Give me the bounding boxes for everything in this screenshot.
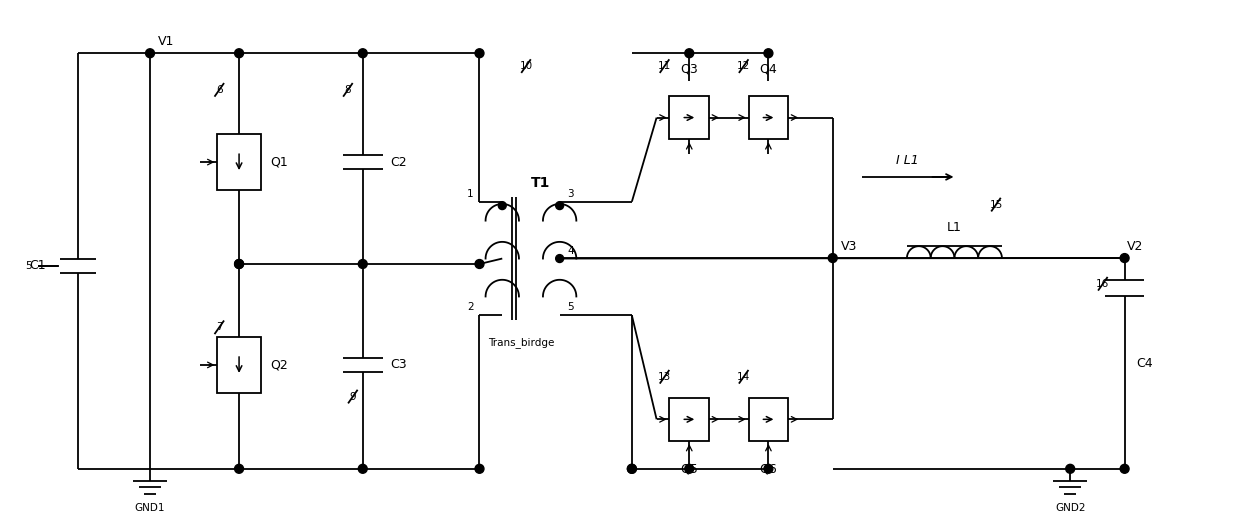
Circle shape bbox=[627, 464, 636, 473]
Text: 7: 7 bbox=[216, 322, 223, 332]
Circle shape bbox=[358, 464, 367, 473]
Text: Q6: Q6 bbox=[760, 463, 777, 476]
Circle shape bbox=[627, 464, 636, 473]
Circle shape bbox=[556, 201, 564, 209]
Text: 13: 13 bbox=[658, 372, 671, 382]
Text: I L1: I L1 bbox=[895, 154, 919, 167]
Text: Q2: Q2 bbox=[270, 358, 289, 371]
Text: 15: 15 bbox=[990, 200, 1003, 210]
Text: C3: C3 bbox=[391, 358, 407, 371]
Text: Trans_birdge: Trans_birdge bbox=[487, 337, 554, 348]
Text: 11: 11 bbox=[658, 61, 671, 71]
Circle shape bbox=[475, 464, 484, 473]
Bar bbox=[670, 96, 709, 139]
Circle shape bbox=[475, 49, 484, 58]
Text: L1: L1 bbox=[947, 221, 962, 234]
Text: 6: 6 bbox=[216, 85, 223, 95]
Text: GND1: GND1 bbox=[135, 503, 165, 513]
Circle shape bbox=[556, 255, 564, 262]
Text: Q1: Q1 bbox=[270, 156, 289, 168]
Circle shape bbox=[498, 201, 506, 209]
Circle shape bbox=[234, 259, 243, 268]
Text: V1: V1 bbox=[157, 35, 175, 48]
Text: C1: C1 bbox=[30, 259, 46, 272]
Text: 4: 4 bbox=[568, 246, 574, 256]
Bar bbox=[217, 134, 260, 190]
Circle shape bbox=[1065, 464, 1075, 473]
Text: T1: T1 bbox=[531, 176, 551, 190]
Text: Q5: Q5 bbox=[681, 463, 698, 476]
Circle shape bbox=[764, 49, 773, 58]
Circle shape bbox=[828, 254, 837, 262]
Circle shape bbox=[234, 259, 243, 268]
Text: 10: 10 bbox=[520, 61, 532, 71]
Text: 2: 2 bbox=[467, 302, 474, 312]
Circle shape bbox=[684, 49, 693, 58]
Text: 1: 1 bbox=[467, 189, 474, 199]
Circle shape bbox=[358, 259, 367, 268]
Circle shape bbox=[145, 49, 155, 58]
Bar bbox=[670, 398, 709, 441]
Text: 5: 5 bbox=[25, 261, 32, 271]
Text: 12: 12 bbox=[737, 61, 750, 71]
Text: GND2: GND2 bbox=[1055, 503, 1085, 513]
Text: Q3: Q3 bbox=[681, 63, 698, 76]
Text: C2: C2 bbox=[391, 156, 407, 168]
Circle shape bbox=[764, 464, 773, 473]
Circle shape bbox=[1120, 464, 1130, 473]
Bar bbox=[749, 96, 789, 139]
Circle shape bbox=[684, 464, 693, 473]
Text: V2: V2 bbox=[1127, 240, 1143, 253]
Bar bbox=[217, 337, 260, 392]
Text: 3: 3 bbox=[568, 189, 574, 199]
Text: 8: 8 bbox=[345, 85, 351, 95]
Circle shape bbox=[234, 49, 243, 58]
Text: V3: V3 bbox=[841, 240, 857, 253]
Circle shape bbox=[234, 464, 243, 473]
Text: 16: 16 bbox=[1096, 279, 1110, 289]
Text: 9: 9 bbox=[350, 391, 356, 401]
Bar bbox=[749, 398, 789, 441]
Circle shape bbox=[1120, 254, 1130, 262]
Text: Q4: Q4 bbox=[760, 63, 777, 76]
Text: 14: 14 bbox=[737, 372, 750, 382]
Circle shape bbox=[475, 259, 484, 268]
Circle shape bbox=[358, 49, 367, 58]
Text: C4: C4 bbox=[1137, 357, 1153, 370]
Text: 5: 5 bbox=[568, 302, 574, 312]
